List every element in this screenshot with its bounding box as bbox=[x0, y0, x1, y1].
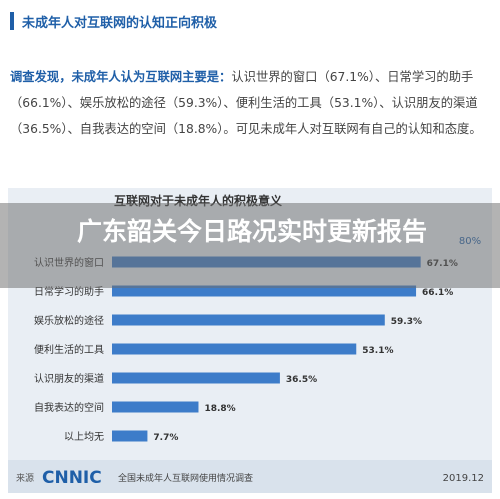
data-label: 59.3% bbox=[391, 317, 422, 327]
bar bbox=[112, 285, 417, 297]
bar bbox=[112, 401, 199, 413]
category-label: 日常学习的助手 bbox=[34, 285, 104, 298]
bar bbox=[112, 430, 148, 442]
section-accent-bar bbox=[10, 12, 14, 30]
cnnic-logo: CNNIC bbox=[42, 468, 102, 488]
paragraph-lead: 调查发现，未成年人认为互联网主要是： bbox=[10, 70, 232, 84]
data-label: 18.8% bbox=[204, 404, 235, 414]
overlay-banner bbox=[0, 203, 500, 288]
source-prefix: 来源 bbox=[16, 473, 34, 484]
source-report: 全国未成年人互联网使用情况调查 bbox=[118, 472, 253, 484]
bar bbox=[112, 372, 280, 384]
data-label: 53.1% bbox=[362, 346, 393, 356]
category-label: 娱乐放松的途径 bbox=[34, 314, 104, 327]
data-label: 66.1% bbox=[422, 288, 453, 298]
source-date: 2019.12 bbox=[443, 473, 484, 484]
paragraph-body: 认识世界的窗口（67.1%）、日常学习的助手（66.1%）、娱乐放松的途径（59… bbox=[10, 70, 482, 136]
category-label: 认识朋友的渠道 bbox=[34, 372, 104, 385]
category-label: 自我表达的空间 bbox=[34, 401, 104, 414]
intro-paragraph: 调查发现，未成年人认为互联网主要是：认识世界的窗口（67.1%）、日常学习的助手… bbox=[10, 64, 492, 142]
section-title: 未成年人对互联网的认知正向积极 bbox=[22, 15, 218, 31]
chart-footer bbox=[8, 460, 492, 493]
data-label: 36.5% bbox=[286, 375, 317, 385]
category-label: 以上均无 bbox=[64, 431, 104, 443]
data-label: 7.7% bbox=[153, 433, 178, 443]
category-label: 便利生活的工具 bbox=[34, 343, 104, 356]
bar bbox=[112, 343, 357, 355]
section-header: 未成年人对互联网的认知正向积极 bbox=[10, 10, 217, 32]
bar bbox=[112, 314, 385, 326]
banner-title: 广东韶关今日路况实时更新报告 bbox=[76, 217, 427, 246]
